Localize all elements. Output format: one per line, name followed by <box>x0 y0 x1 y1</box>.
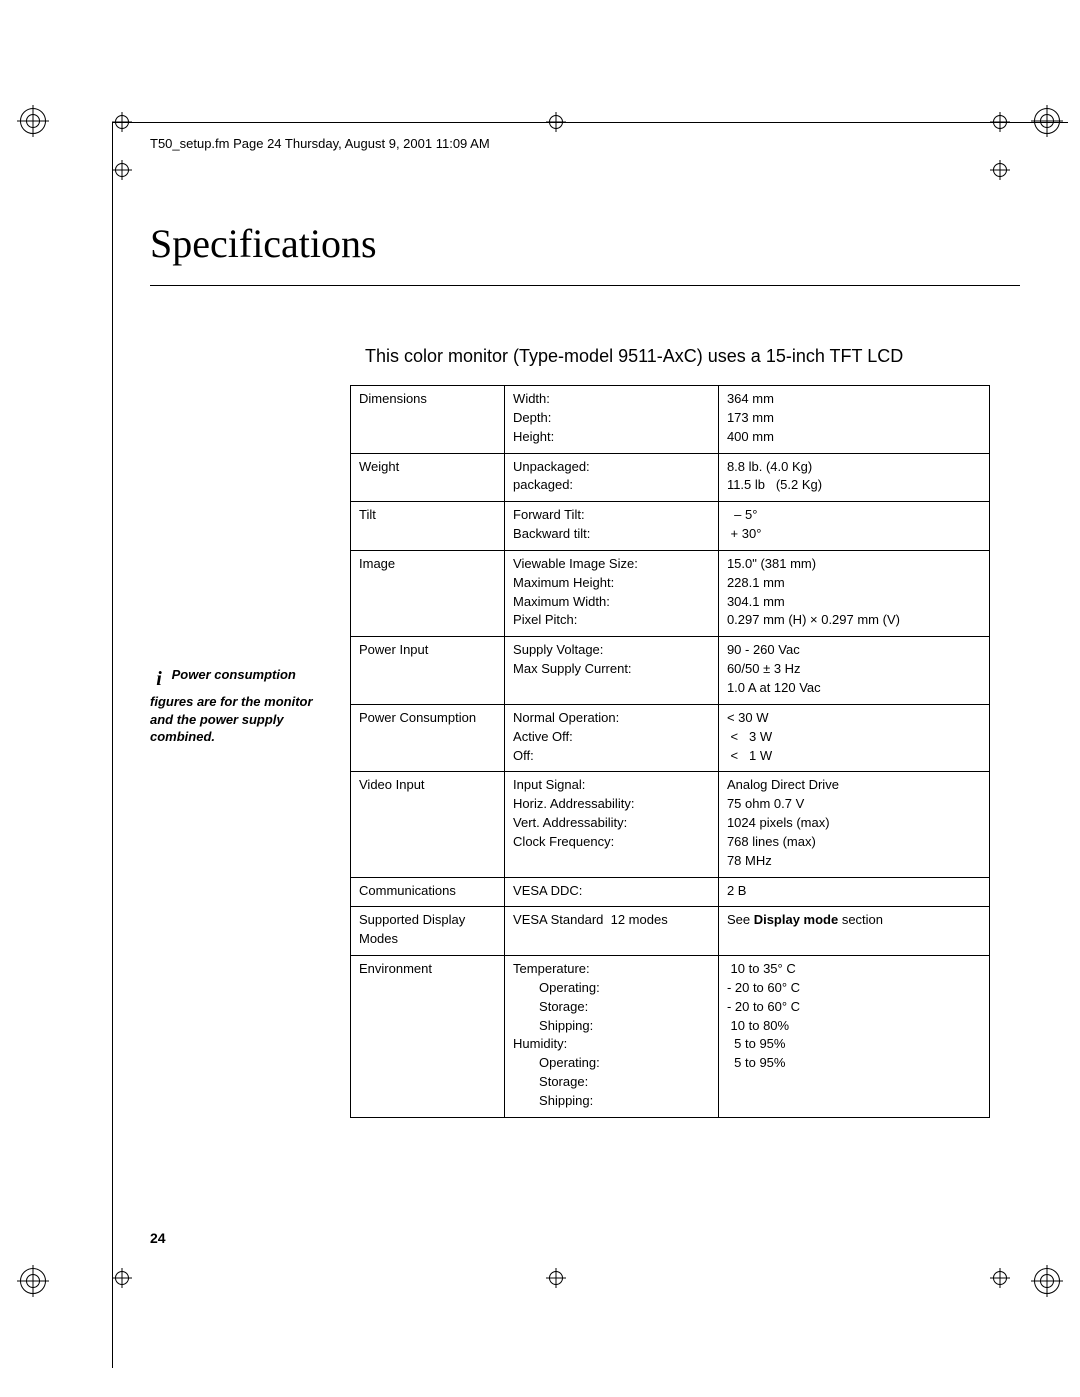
page-title: Specifications <box>150 220 1020 267</box>
table-row: Supported Display ModesVESA Standard 12 … <box>351 907 990 956</box>
spec-param-cell: VESA DDC: <box>505 877 719 907</box>
title-rule <box>150 285 1020 286</box>
body-wrap: i Power consumption figures are for the … <box>150 385 1020 1118</box>
crop-mark-icon <box>112 112 132 132</box>
crop-mark-icon <box>112 160 132 180</box>
table-row: WeightUnpackaged:packaged:8.8 lb. (4.0 K… <box>351 453 990 502</box>
spec-name-cell: Power Input <box>351 637 505 705</box>
table-row: EnvironmentTemperature:Operating:Storage… <box>351 956 990 1118</box>
crop-mark-icon <box>990 112 1010 132</box>
table-row: ImageViewable Image Size:Maximum Height:… <box>351 550 990 636</box>
registration-mark-icon <box>1034 1268 1060 1294</box>
table-row: TiltForward Tilt:Backward tilt: – 5° + 3… <box>351 502 990 551</box>
crop-mark-icon <box>990 160 1010 180</box>
spec-param-cell: VESA Standard 12 modes <box>505 907 719 956</box>
spec-param-cell: Unpackaged:packaged: <box>505 453 719 502</box>
spec-name-cell: Weight <box>351 453 505 502</box>
content-area: Specifications This color monitor (Type-… <box>150 220 1020 1118</box>
header-meta-text: T50_setup.fm Page 24 Thursday, August 9,… <box>150 136 490 151</box>
spec-value-cell: 364 mm173 mm400 mm <box>718 386 989 454</box>
spec-param-cell: Temperature:Operating:Storage:Shipping:H… <box>505 956 719 1118</box>
crop-mark-icon <box>546 1268 566 1288</box>
crop-mark-icon <box>546 112 566 132</box>
spec-name-cell: Video Input <box>351 772 505 877</box>
spec-name-cell: Dimensions <box>351 386 505 454</box>
page-number: 24 <box>150 1230 166 1246</box>
spec-param-cell: Width:Depth:Height: <box>505 386 719 454</box>
spec-param-cell: Supply Voltage:Max Supply Current: <box>505 637 719 705</box>
spec-value-cell: < 30 W < 3 W < 1 W <box>718 704 989 772</box>
spec-param-cell: Input Signal:Horiz. Addressability:Vert.… <box>505 772 719 877</box>
table-row: CommunicationsVESA DDC:2 B <box>351 877 990 907</box>
spec-name-cell: Environment <box>351 956 505 1118</box>
table-row: Power InputSupply Voltage:Max Supply Cur… <box>351 637 990 705</box>
spec-value-cell: 8.8 lb. (4.0 Kg)11.5 lb (5.2 Kg) <box>718 453 989 502</box>
spec-value-cell: 15.0" (381 mm)228.1 mm304.1 mm0.297 mm (… <box>718 550 989 636</box>
spec-table: DimensionsWidth:Depth:Height:364 mm173 m… <box>350 385 990 1118</box>
spec-name-cell: Tilt <box>351 502 505 551</box>
intro-text: This color monitor (Type-model 9511-AxC)… <box>365 346 1020 367</box>
table-row: DimensionsWidth:Depth:Height:364 mm173 m… <box>351 386 990 454</box>
spec-value-cell: 2 B <box>718 877 989 907</box>
spec-value-cell: See Display mode section <box>718 907 989 956</box>
crop-mark-icon <box>112 1268 132 1288</box>
spec-value-cell: Analog Direct Drive75 ohm 0.7 V1024 pixe… <box>718 772 989 877</box>
spec-value-cell: 90 - 260 Vac60/50 ± 3 Hz1.0 A at 120 Vac <box>718 637 989 705</box>
spec-param-cell: Viewable Image Size:Maximum Height:Maxim… <box>505 550 719 636</box>
table-row: Video InputInput Signal:Horiz. Addressab… <box>351 772 990 877</box>
registration-mark-icon <box>20 108 46 134</box>
spec-param-cell: Normal Operation:Active Off:Off: <box>505 704 719 772</box>
side-note-text: Power consumption figures are for the mo… <box>150 667 313 744</box>
crop-mark-icon <box>990 1268 1010 1288</box>
side-note: i Power consumption figures are for the … <box>150 666 350 746</box>
page: T50_setup.fm Page 24 Thursday, August 9,… <box>50 50 1030 1340</box>
spec-name-cell: Power Consumption <box>351 704 505 772</box>
spec-value-cell: 10 to 35° C- 20 to 60° C- 20 to 60° C 10… <box>718 956 989 1118</box>
info-icon: i <box>150 666 168 693</box>
registration-mark-icon <box>1034 108 1060 134</box>
spec-name-cell: Supported Display Modes <box>351 907 505 956</box>
spec-name-cell: Communications <box>351 877 505 907</box>
spec-param-cell: Forward Tilt:Backward tilt: <box>505 502 719 551</box>
spec-name-cell: Image <box>351 550 505 636</box>
table-row: Power ConsumptionNormal Operation:Active… <box>351 704 990 772</box>
spec-value-cell: – 5° + 30° <box>718 502 989 551</box>
registration-mark-icon <box>20 1268 46 1294</box>
